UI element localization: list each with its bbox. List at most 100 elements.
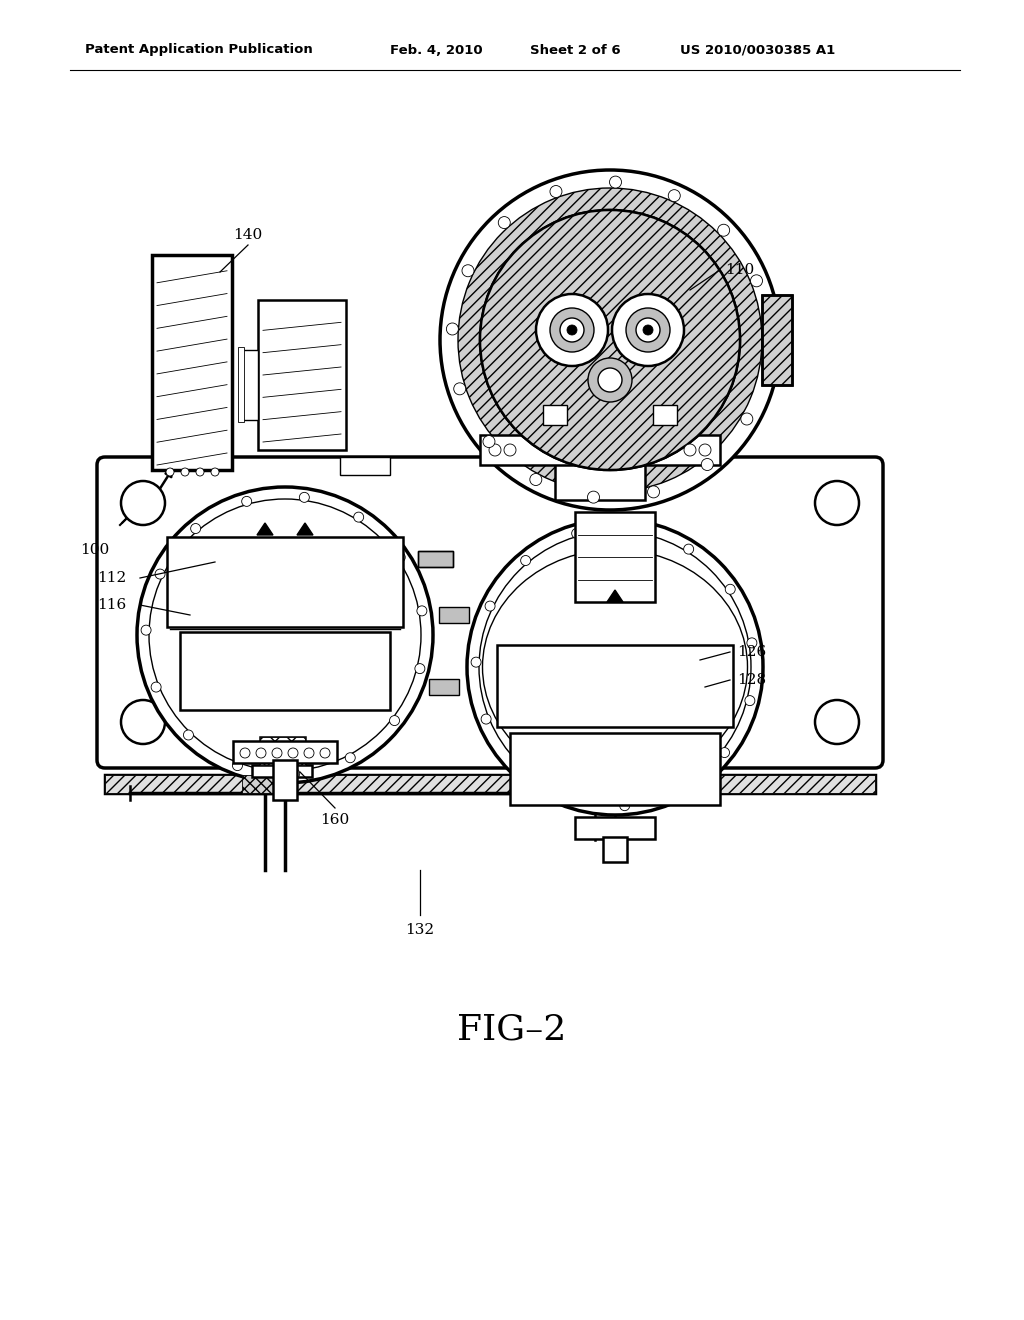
Circle shape xyxy=(550,308,594,352)
Bar xyxy=(238,347,244,422)
Circle shape xyxy=(479,531,751,803)
Bar xyxy=(105,775,874,793)
Circle shape xyxy=(740,413,753,425)
Text: 132: 132 xyxy=(406,923,434,937)
Circle shape xyxy=(550,186,562,198)
Circle shape xyxy=(725,585,735,594)
Circle shape xyxy=(183,730,194,741)
Circle shape xyxy=(643,325,653,335)
Wedge shape xyxy=(458,187,762,492)
Polygon shape xyxy=(607,590,623,602)
Circle shape xyxy=(483,213,737,467)
Text: 116: 116 xyxy=(97,598,127,612)
Circle shape xyxy=(529,474,542,486)
Circle shape xyxy=(684,444,696,455)
Circle shape xyxy=(626,308,670,352)
Text: Patent Application Publication: Patent Application Publication xyxy=(85,44,312,57)
Circle shape xyxy=(415,664,425,673)
Circle shape xyxy=(290,768,300,779)
Circle shape xyxy=(520,556,530,565)
Circle shape xyxy=(417,606,427,616)
Circle shape xyxy=(467,519,763,814)
Bar xyxy=(260,737,305,766)
Bar xyxy=(240,350,258,420)
Circle shape xyxy=(471,657,481,667)
Circle shape xyxy=(612,294,684,366)
Circle shape xyxy=(446,323,459,335)
Circle shape xyxy=(598,368,622,392)
Circle shape xyxy=(762,334,774,346)
Circle shape xyxy=(272,748,282,758)
Circle shape xyxy=(166,469,174,477)
Circle shape xyxy=(647,486,659,498)
Text: 160: 160 xyxy=(321,813,349,828)
Circle shape xyxy=(567,325,577,335)
Bar xyxy=(340,457,390,475)
Polygon shape xyxy=(297,523,313,535)
Bar xyxy=(258,300,346,450)
Circle shape xyxy=(744,696,755,706)
Circle shape xyxy=(480,210,740,470)
Circle shape xyxy=(440,170,780,510)
Bar xyxy=(762,294,792,385)
Bar xyxy=(480,436,720,465)
Circle shape xyxy=(462,265,474,277)
Circle shape xyxy=(684,544,693,554)
Bar xyxy=(180,632,390,710)
Circle shape xyxy=(121,480,165,525)
Circle shape xyxy=(560,318,584,342)
Circle shape xyxy=(751,275,763,286)
Circle shape xyxy=(701,458,714,470)
Text: Sheet 2 of 6: Sheet 2 of 6 xyxy=(530,44,621,57)
Circle shape xyxy=(675,784,685,795)
Circle shape xyxy=(481,714,492,725)
Bar xyxy=(105,775,874,793)
Text: 128: 128 xyxy=(737,673,767,686)
Circle shape xyxy=(288,748,298,758)
Circle shape xyxy=(242,496,252,507)
Bar xyxy=(530,725,562,775)
Circle shape xyxy=(454,383,466,395)
Circle shape xyxy=(150,499,421,771)
Circle shape xyxy=(620,801,630,810)
Bar xyxy=(575,817,655,840)
Circle shape xyxy=(588,358,632,403)
Bar xyxy=(497,645,733,727)
Circle shape xyxy=(746,638,757,648)
Bar xyxy=(250,725,282,775)
Circle shape xyxy=(389,715,399,726)
Text: FIG–2: FIG–2 xyxy=(458,1012,566,1047)
FancyBboxPatch shape xyxy=(97,457,883,768)
Circle shape xyxy=(571,528,582,539)
Circle shape xyxy=(499,216,510,228)
Circle shape xyxy=(181,469,189,477)
Text: 140: 140 xyxy=(233,228,262,242)
Circle shape xyxy=(588,491,599,503)
Circle shape xyxy=(196,469,204,477)
Bar xyxy=(260,737,305,766)
Circle shape xyxy=(232,760,243,771)
Circle shape xyxy=(152,682,161,692)
Circle shape xyxy=(815,700,859,744)
Circle shape xyxy=(630,524,639,535)
Circle shape xyxy=(761,356,772,368)
Bar xyxy=(653,405,677,425)
Bar xyxy=(603,837,627,862)
Text: 112: 112 xyxy=(97,572,127,585)
Circle shape xyxy=(669,190,680,202)
Circle shape xyxy=(190,524,201,533)
Circle shape xyxy=(319,748,330,758)
Bar xyxy=(273,760,297,800)
Circle shape xyxy=(720,747,729,758)
Circle shape xyxy=(240,748,250,758)
Bar xyxy=(167,537,403,627)
Circle shape xyxy=(121,700,165,744)
Circle shape xyxy=(489,444,501,455)
Circle shape xyxy=(699,444,711,455)
Bar xyxy=(233,741,337,763)
Bar xyxy=(522,775,570,793)
Text: 100: 100 xyxy=(80,543,110,557)
Circle shape xyxy=(211,469,219,477)
Circle shape xyxy=(609,176,622,187)
Circle shape xyxy=(155,569,165,579)
